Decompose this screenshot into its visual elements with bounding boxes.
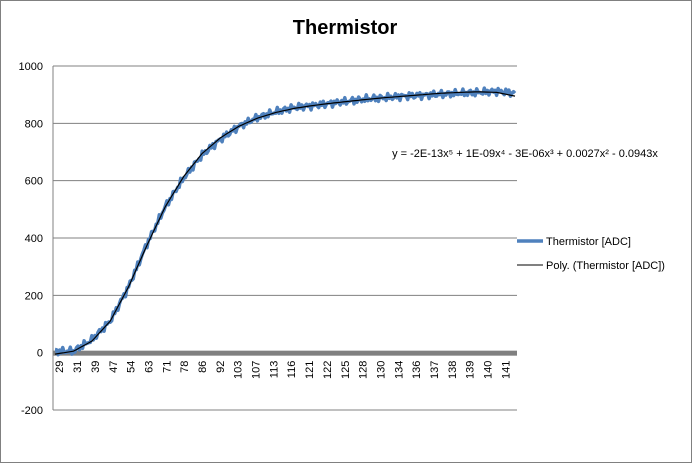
x-tick-label: 107 [251,361,263,379]
y-tick-label: 400 [25,233,43,245]
x-tick-label: 141 [500,361,512,379]
x-tick-label: 86 [197,361,209,373]
x-axis-band [53,350,517,356]
x-tick-label: 54 [126,361,138,373]
chart-title: Thermistor [293,17,398,39]
y-tick-label: 800 [25,118,43,130]
x-tick-label: 140 [483,361,495,379]
x-tick-label: 29 [54,361,66,373]
x-tick-label: 116 [286,361,298,379]
x-tick-label: 113 [268,361,280,379]
trendline-equation: y = -2E-13x⁵ + 1E-09x⁴ - 3E-06x³ + 0.002… [392,148,658,160]
x-tick-label: 92 [215,361,227,373]
x-tick-label: 121 [304,361,316,379]
axes: -200 0 200 400 600 800 1000 29 31 39 47 54 63 71 78 86 9… [19,61,517,417]
x-tick-label: 39 [90,361,102,373]
x-tick-label: 137 [429,361,441,379]
legend-label-series: Thermistor [ADC] [546,236,631,248]
legend-label-trend: Poly. (Thermistor [ADC]) [546,260,665,272]
legend: Thermistor [ADC] Poly. (Thermistor [ADC]… [517,236,665,272]
y-tick-label: 200 [25,290,43,302]
x-tick-label: 71 [161,361,173,373]
series-line-poly-trend [54,91,516,355]
x-tick-label: 63 [143,361,155,373]
x-tick-label: 128 [358,361,370,379]
y-tick-label: 1000 [19,61,43,73]
x-tick-label: 138 [447,361,459,379]
x-tick-label: 130 [375,361,387,379]
x-tick-label: 139 [465,361,477,379]
gridlines [53,65,517,411]
x-tick-label: 136 [411,361,423,379]
x-tick-label: 122 [322,361,334,379]
x-tick-label: 125 [340,361,352,379]
y-tick-label: 0 [37,348,43,360]
x-tick-label: 47 [108,361,120,373]
x-tick-label: 134 [393,361,405,379]
x-tick-label: 103 [233,361,245,379]
series-lines [54,86,517,357]
y-tick-label: 600 [25,176,43,188]
x-tick-label: 31 [72,361,84,373]
y-tick-label: -200 [21,405,43,417]
x-tick-label: 78 [179,361,191,373]
